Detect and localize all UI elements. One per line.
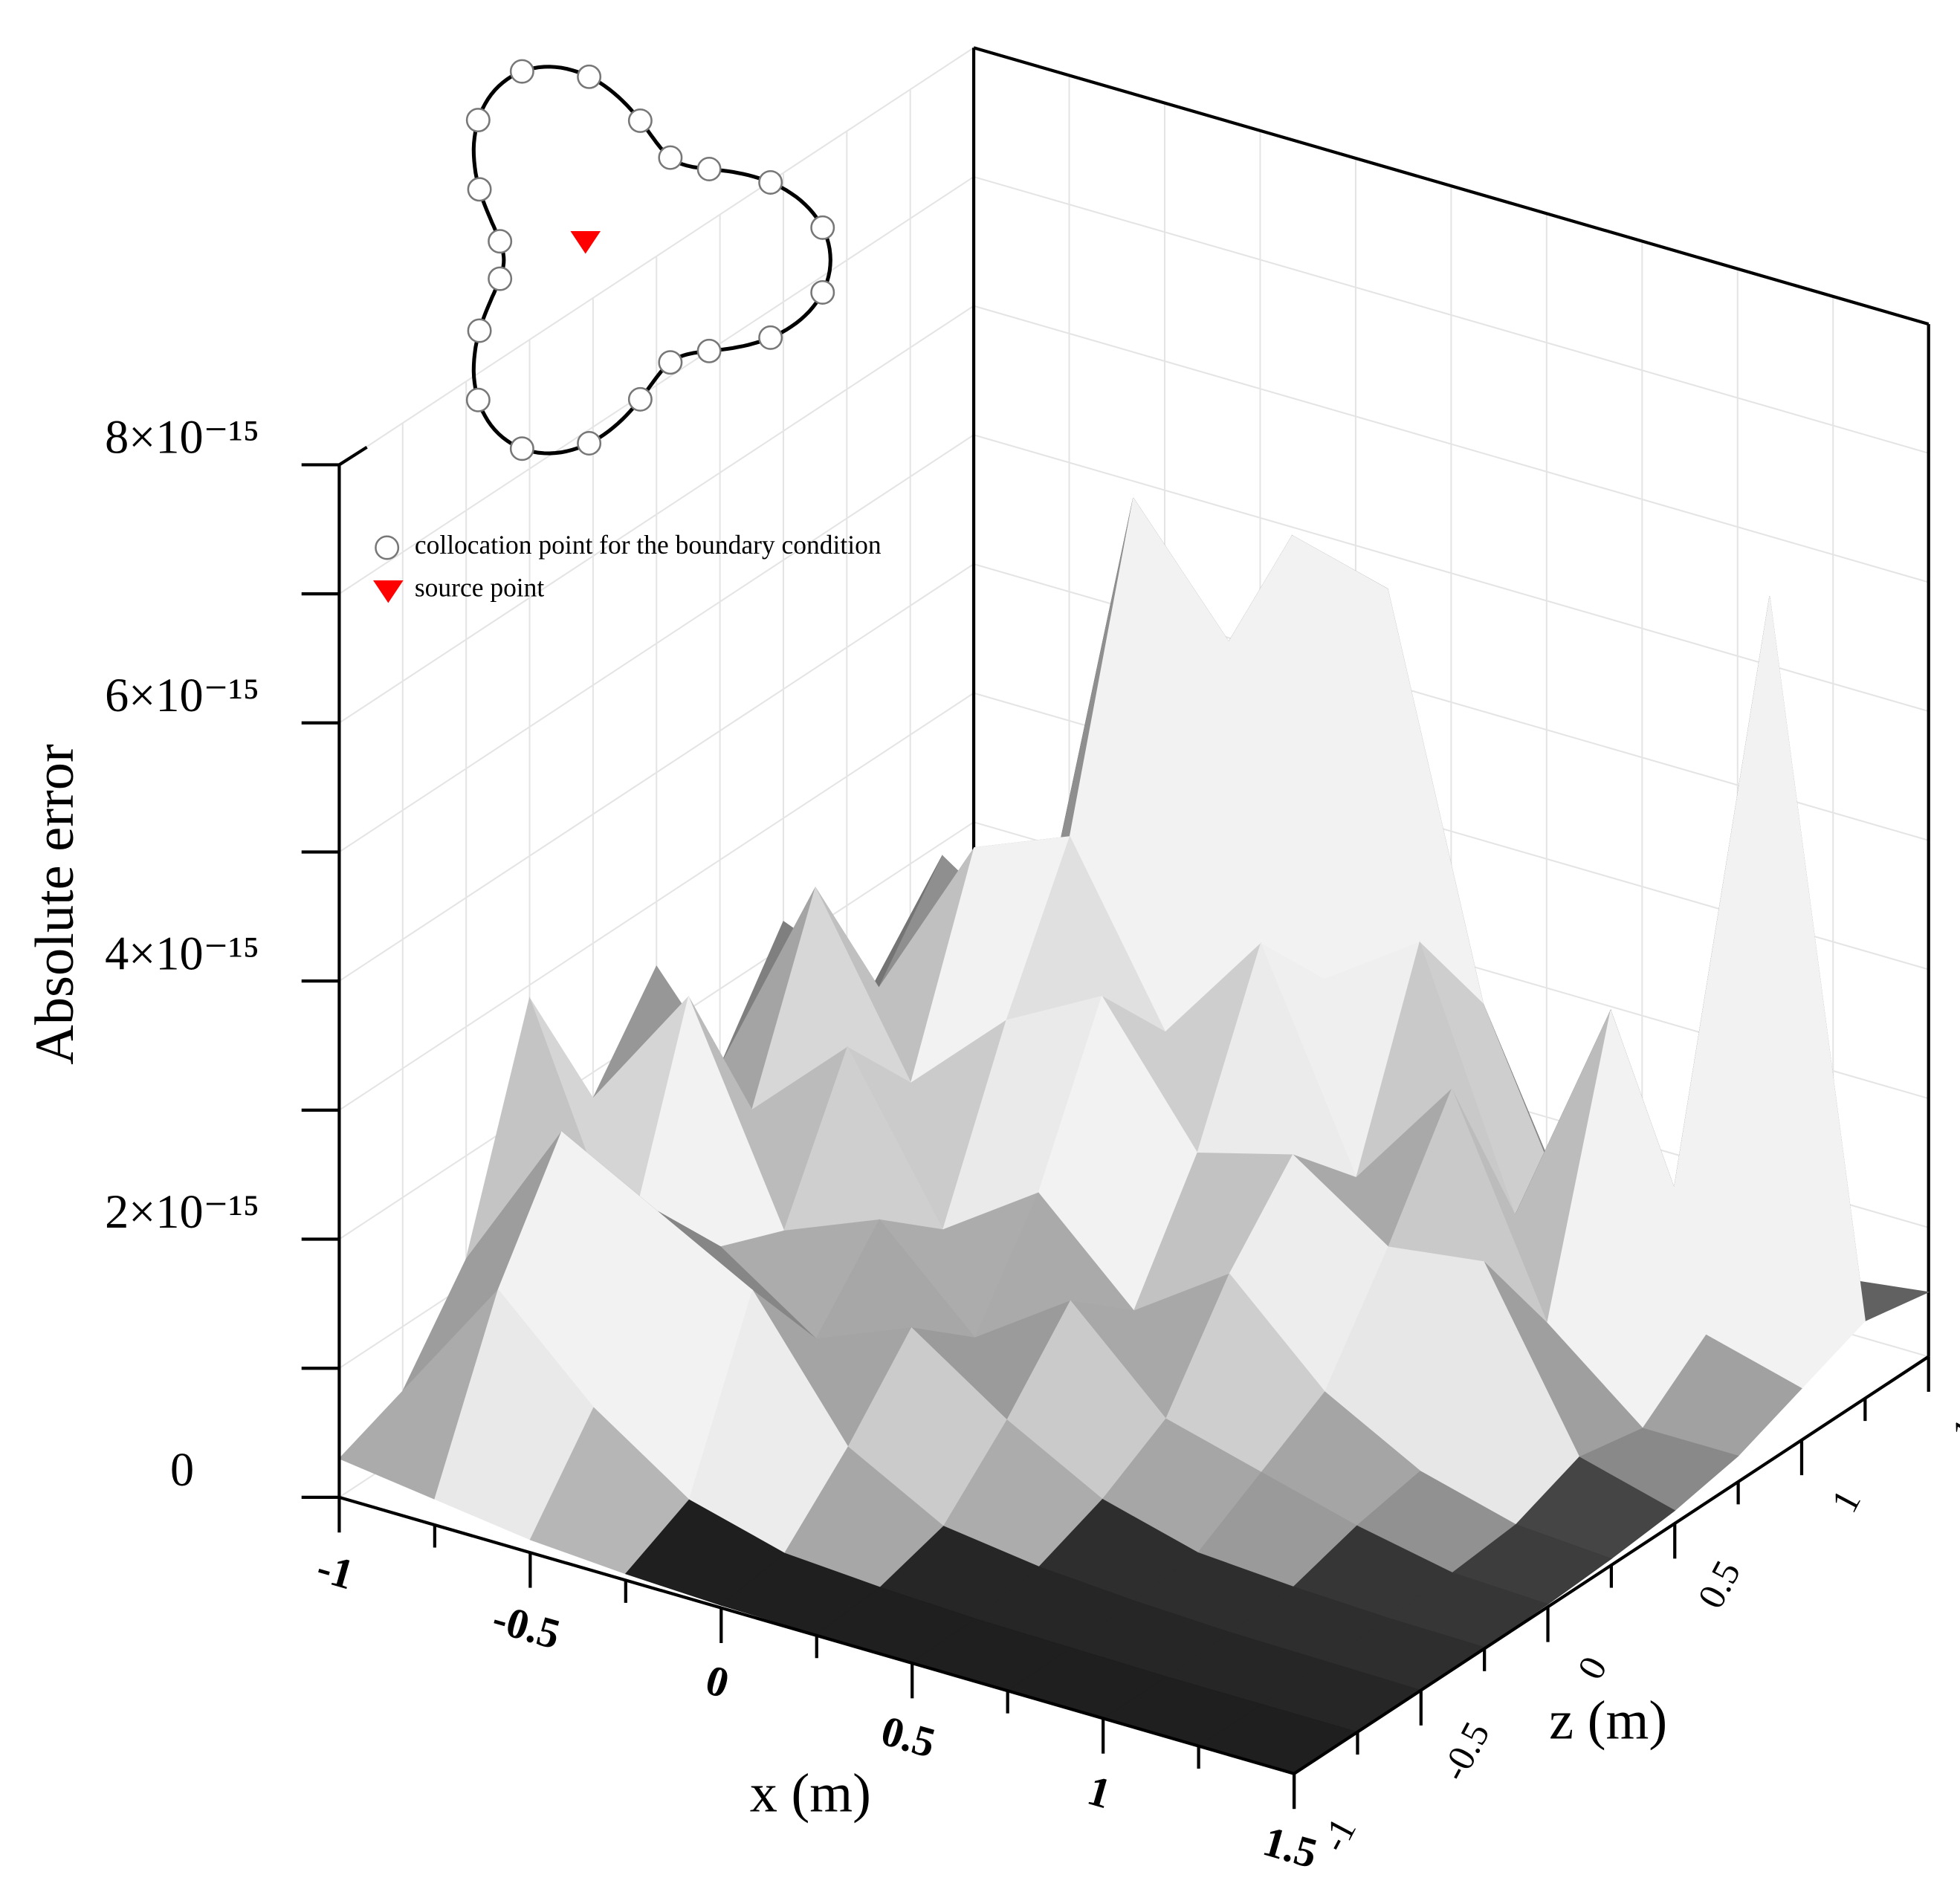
collocation-point <box>810 215 835 240</box>
collocation-point <box>509 436 534 461</box>
z-tick-label: 0 <box>1569 1650 1614 1686</box>
collocation-point <box>465 108 491 133</box>
y-tick-label: 4×10⁻¹⁵ <box>105 927 259 979</box>
collocation-point <box>488 229 513 254</box>
collocation-point <box>627 386 653 412</box>
collocation-point <box>488 266 513 291</box>
z-tick-label: 1.5 <box>1944 1387 1960 1448</box>
axis-line <box>973 46 1930 326</box>
x-tick-label: -1 <box>311 1544 358 1599</box>
collocation-point <box>696 156 722 181</box>
collocation-point <box>758 169 783 195</box>
axis-line <box>338 445 368 467</box>
z-axis-label: z (m) <box>1549 1691 1667 1752</box>
x-tick-label: 1 <box>1082 1767 1116 1818</box>
z-tick-label: 1 <box>1823 1483 1869 1519</box>
collocation-point <box>810 279 835 305</box>
legend-marker <box>373 580 404 603</box>
collocation-point <box>509 59 534 84</box>
x-tick-label: 0 <box>700 1656 734 1707</box>
surface <box>338 496 1930 1775</box>
x-axis-label: x (m) <box>750 1763 871 1824</box>
x-tick-label: 1.5 <box>1258 1818 1322 1877</box>
collocation-point <box>467 177 492 202</box>
y-tick-label: 2×10⁻¹⁵ <box>105 1185 259 1238</box>
legend-marker <box>375 535 400 560</box>
collocation-point <box>467 318 492 343</box>
source-point <box>570 231 601 254</box>
collocation-point <box>465 387 491 412</box>
collocation-point <box>627 108 653 133</box>
x-tick-label: 0.5 <box>876 1708 940 1767</box>
x-tick-label: -0.5 <box>488 1595 566 1659</box>
collocation-point <box>577 64 602 89</box>
collocation-point <box>658 350 683 375</box>
y-axis-label: Absolute error <box>25 744 85 1065</box>
legend-label: collocation point for the boundary condi… <box>415 530 882 560</box>
legend-label: source point <box>415 573 545 603</box>
z-tick-label: 0.5 <box>1689 1554 1748 1615</box>
y-tick-label: 6×10⁻¹⁵ <box>105 669 259 722</box>
collocation-point <box>758 325 783 350</box>
collocation-point <box>658 145 683 170</box>
z-tick-label: -1 <box>1313 1811 1364 1859</box>
collocation-point <box>696 338 722 363</box>
inset: collocation point for the boundary condi… <box>373 59 882 603</box>
collocation-point <box>577 431 602 456</box>
y-tick-label: 8×10⁻¹⁵ <box>105 411 259 464</box>
z-tick-label: -0.5 <box>1433 1715 1498 1787</box>
y-tick-label: 0 <box>170 1443 194 1496</box>
